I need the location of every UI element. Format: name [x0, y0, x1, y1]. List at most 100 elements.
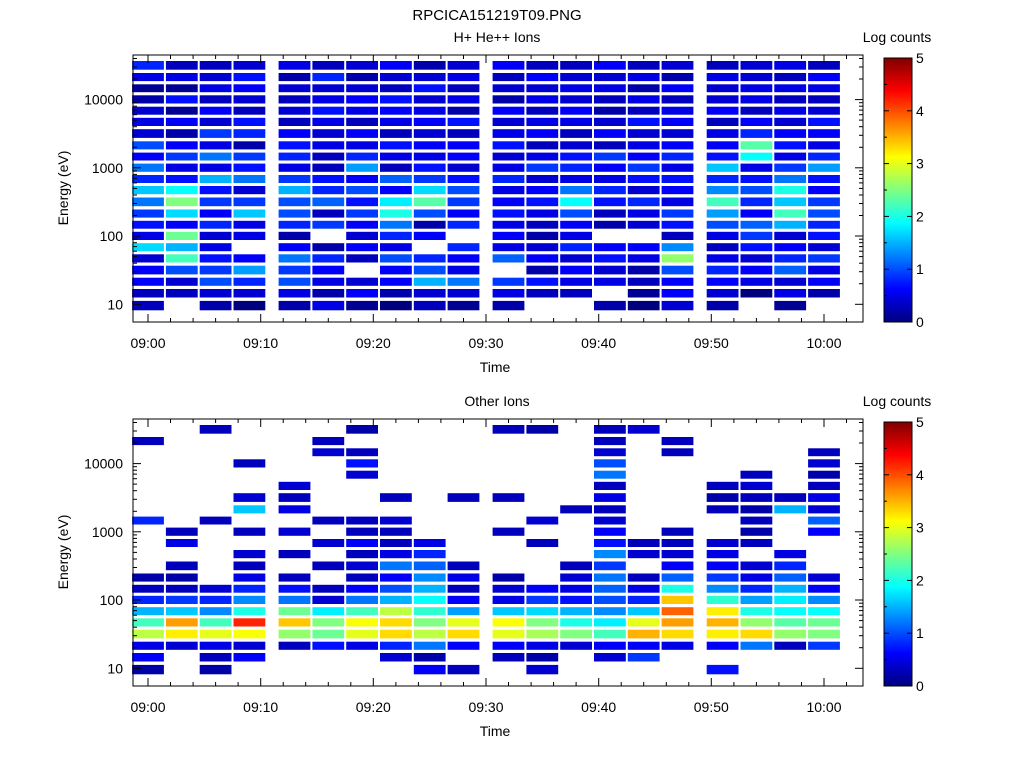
heatmap-cell	[278, 584, 311, 593]
heatmap-cell	[165, 117, 198, 126]
heatmap-cell	[380, 527, 412, 536]
heatmap-cell	[132, 618, 164, 627]
heatmap-cell	[165, 95, 198, 104]
heatmap-cell	[774, 117, 807, 126]
heatmap-cell	[740, 95, 773, 104]
heatmap-cell	[808, 481, 840, 490]
heatmap-cell	[312, 152, 345, 161]
heatmap-cell	[627, 163, 660, 172]
heatmap-cell	[560, 73, 592, 82]
heatmap-cell	[413, 61, 446, 70]
heatmap-cell	[447, 607, 480, 616]
heatmap-cell	[278, 152, 311, 161]
heatmap-cell	[165, 573, 198, 582]
heatmap-cell	[233, 95, 266, 104]
heatmap-cell	[312, 84, 345, 93]
heatmap-cell	[492, 84, 525, 93]
heatmap-cell	[278, 481, 311, 490]
heatmap-cell	[706, 277, 739, 286]
heatmap-cell	[278, 265, 311, 275]
heatmap-cell	[165, 277, 198, 286]
heatmap-cell	[594, 459, 626, 468]
heatmap-cell	[526, 73, 559, 82]
colorbar-tick-label: 2	[916, 208, 924, 224]
heatmap-cell	[560, 595, 592, 604]
heatmap-cell	[413, 595, 446, 604]
heatmap-cell	[278, 106, 311, 115]
heatmap-cell	[132, 197, 164, 207]
heatmap-cell	[594, 84, 626, 93]
heatmap-cell	[312, 141, 345, 150]
heatmap-cell	[808, 220, 840, 229]
x-tick-label: 09:30	[468, 335, 503, 351]
heatmap-cell	[774, 243, 807, 252]
heatmap-cell	[526, 209, 559, 218]
heatmap-cell	[312, 437, 345, 446]
colorbar-ticks-h-he-ions: 0 1 2 3 4 5	[884, 50, 924, 330]
heatmap-cell	[594, 653, 626, 662]
heatmap-cell	[661, 129, 694, 138]
heatmap-cell	[447, 117, 480, 126]
heatmap-cell	[526, 61, 559, 70]
heatmap-cell	[199, 584, 232, 593]
heatmap-cell	[312, 186, 345, 195]
heatmap-cell	[447, 243, 480, 252]
heatmap-cell	[278, 129, 311, 138]
heatmap-cell	[808, 197, 840, 207]
heatmap-cell	[808, 84, 840, 93]
heatmap-cell	[526, 129, 559, 138]
heatmap-cell	[627, 197, 660, 207]
heatmap-cell	[560, 186, 592, 195]
heatmap-cell	[706, 481, 739, 490]
heatmap-cell	[560, 254, 592, 263]
heatmap-cell	[233, 289, 266, 298]
heatmap-cell	[526, 254, 559, 263]
colorbar-tick-label: 3	[916, 520, 924, 536]
heatmap-cell	[447, 197, 480, 207]
x-tick-label: 09:30	[468, 699, 503, 715]
heatmap-cell	[413, 539, 446, 547]
heatmap-cell	[661, 197, 694, 207]
heatmap-cell	[526, 152, 559, 161]
heatmap-cell	[447, 265, 480, 275]
heatmap-cell	[447, 493, 480, 502]
heatmap-cell	[199, 595, 232, 604]
heatmap-cell	[199, 653, 232, 662]
heatmap-cell	[380, 653, 412, 662]
heatmap-cell	[774, 641, 807, 650]
x-tick-label: 09:20	[356, 335, 391, 351]
heatmap-cell	[706, 493, 739, 502]
heatmap-cell	[199, 129, 232, 138]
heatmap-cell	[165, 527, 198, 536]
heatmap-cell	[661, 117, 694, 126]
heatmap-cell	[346, 73, 378, 82]
heatmap-cell	[447, 61, 480, 70]
heatmap-cell	[312, 106, 345, 115]
heatmap-cell	[132, 629, 164, 639]
heatmap-cell	[706, 573, 739, 582]
heatmap-cell	[413, 220, 446, 229]
heatmap-cell	[808, 163, 840, 172]
heatmap-cell	[199, 664, 232, 675]
heatmap-cell	[526, 84, 559, 93]
heatmap-cell	[661, 73, 694, 82]
heatmap-cell	[774, 95, 807, 104]
heatmap-cell	[594, 618, 626, 627]
heatmap-cell	[132, 186, 164, 195]
heatmap-cell	[526, 277, 559, 286]
heatmap-cell	[774, 254, 807, 263]
heatmap-cell	[661, 152, 694, 161]
heatmap-cell	[774, 141, 807, 150]
heatmap-cell	[774, 300, 807, 311]
heatmap-cell	[774, 289, 807, 298]
heatmap-cell	[492, 175, 525, 183]
heatmap-cell	[492, 186, 525, 195]
heatmap-cell	[774, 265, 807, 275]
heatmap-cell	[278, 117, 311, 126]
heatmap-cell	[661, 289, 694, 298]
heatmap-cell	[165, 106, 198, 115]
heatmap-cell	[808, 73, 840, 82]
heatmap-cell	[346, 117, 378, 126]
heatmap-cell	[740, 141, 773, 150]
heatmap-cell	[233, 550, 266, 559]
